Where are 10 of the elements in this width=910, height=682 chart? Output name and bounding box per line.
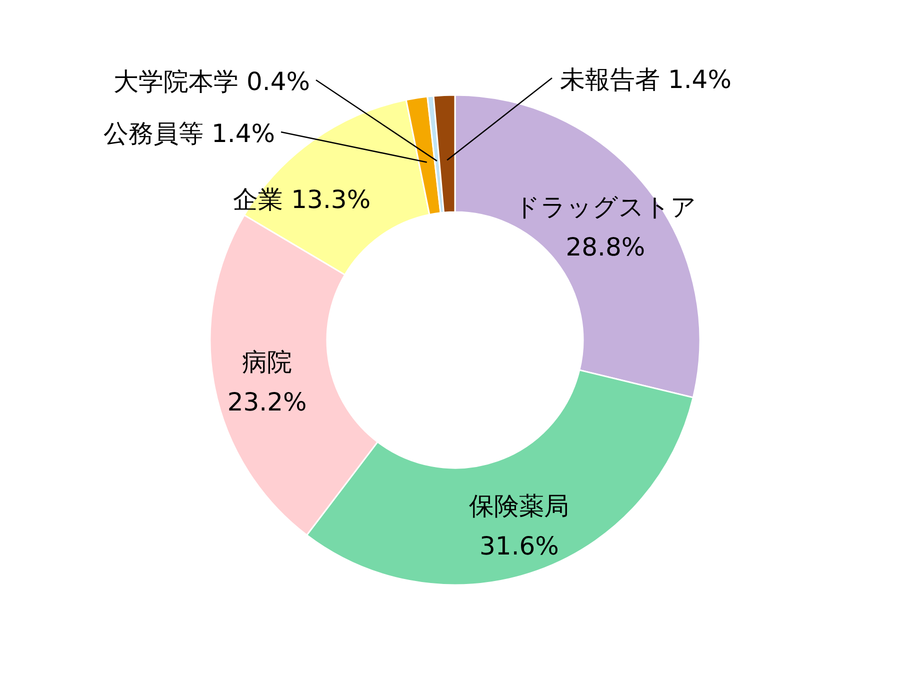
- slice-label: 未報告者 1.4%: [560, 65, 732, 94]
- data-label: 23.2%: [227, 388, 307, 417]
- slice-label: ドラッグストア: [514, 192, 696, 222]
- data-label: 31.6%: [480, 531, 559, 560]
- slice-label: 保険薬局: [469, 491, 570, 520]
- slice-label: 企業 13.3%: [233, 185, 371, 214]
- data-label: 28.8%: [566, 232, 646, 262]
- slice-label: 大学院本学 0.4%: [114, 67, 310, 96]
- slice-label: 病院: [242, 348, 292, 377]
- slice-label: 公務員等 1.4%: [104, 119, 275, 148]
